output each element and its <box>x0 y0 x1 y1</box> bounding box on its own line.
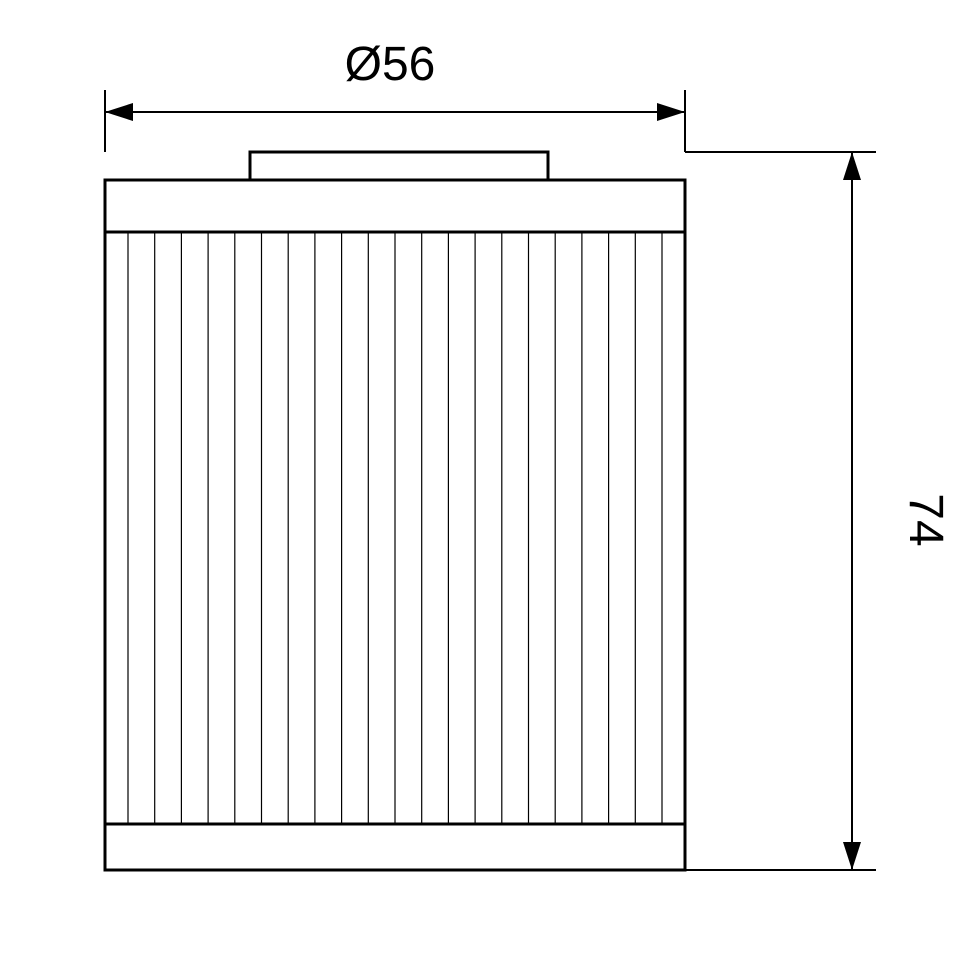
technical-drawing: Ø56 74 <box>0 0 960 960</box>
filter-pleats <box>128 232 662 824</box>
filter-body <box>105 152 685 870</box>
dim-diameter-label: Ø56 <box>345 38 436 91</box>
dim-height-label: 74 <box>899 493 952 546</box>
filter-top-ring <box>250 152 548 180</box>
